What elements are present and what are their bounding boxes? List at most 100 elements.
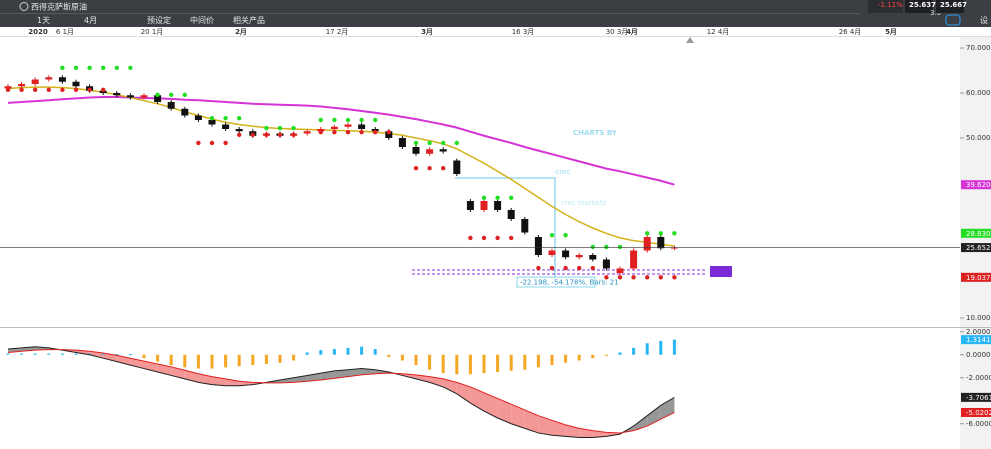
candle [630,250,638,269]
candle [466,201,474,210]
macd-fill [538,415,552,436]
date-label: 2月 [235,28,247,36]
indicator-dot [73,87,79,93]
histogram-bar [251,354,255,366]
indicator-dot [60,87,65,93]
indicator-dot [5,87,11,93]
histogram-bar [142,354,146,359]
macd-fill [524,409,539,433]
date-label: 17 2月 [326,28,349,36]
date-label: 3月 [421,28,433,36]
candle [344,124,352,127]
histogram-bar [550,354,554,366]
candle [521,219,529,233]
indicator-dot [604,244,609,250]
macd-fill [484,392,498,418]
histogram-bar [292,354,296,361]
date-label: 5月 [885,28,897,36]
toggle[interactable] [945,14,961,26]
toolbar-button[interactable]: 中间价 [190,15,214,25]
indicator-dot [672,231,677,236]
candle [303,131,311,134]
indicator-dot [237,132,242,138]
toolbar-button[interactable]: 预设定 [147,15,171,25]
indicator-dot [441,165,446,171]
watermark-logo: cmc [555,168,571,176]
indicator-dot [169,92,174,98]
indicator-dot [495,195,500,201]
indicator-dot [509,235,514,241]
price-badge-label: 39.6200 [966,181,991,189]
indicator-dot [101,87,106,93]
indicator-dot [223,140,228,146]
price-badge [961,335,991,345]
level-tag[interactable] [710,266,732,277]
histogram-bar [156,354,160,362]
sell-box[interactable] [905,0,933,13]
indicator-dot [60,65,65,71]
date-label: 20 1月 [141,28,164,36]
histogram-bar [523,354,527,370]
indicator-dot [631,275,636,280]
scroll-marker[interactable] [686,37,694,43]
histogram-bar [672,339,676,355]
date-label: 2020 [28,28,48,36]
histogram-bar [441,354,445,374]
histogram-bar [115,354,119,356]
indicator-dot [182,92,187,98]
indicator-dot [87,65,92,71]
histogram-bar [20,353,24,355]
histogram-bar [88,353,92,355]
histogram-bar [278,354,282,363]
indicator-dot [155,92,160,98]
candle [589,255,597,260]
histogram-bar [604,354,608,356]
histogram-bar [455,354,459,375]
date-label: 30 3月 [606,28,629,36]
histogram-bar [373,349,377,355]
y-tick-label: -6.0000 [966,420,991,428]
candle [72,81,80,87]
histogram-bar [482,354,486,374]
indicator-dot [237,116,242,121]
price-badge [961,243,991,253]
settings[interactable]: 设 [980,15,988,25]
indicator-dot [209,140,215,146]
histogram-bar [618,352,622,355]
histogram-bar [577,354,581,361]
interval-button[interactable]: 1天 [37,16,50,25]
y-tick-label: 10.0000 [966,314,991,322]
buy-box[interactable] [936,0,964,13]
indicator-dot [359,129,364,135]
indicator-dot [209,116,215,121]
indicator-dot [345,117,351,123]
histogram-bar [33,353,37,355]
indicator-dot [264,125,269,131]
candle [4,86,12,89]
toolbar-button[interactable]: 相关产品 [233,15,265,25]
indicator-dot [645,231,650,236]
y-tick-label: 70.0000 [966,44,991,52]
indicator-dot [318,117,323,123]
measure-box [516,276,596,288]
histogram-bar [264,354,268,364]
macd-fill [443,378,457,394]
price-badge-label: 25.6520 [966,244,991,252]
indicator-dot [359,117,364,123]
candle [154,95,162,102]
instrument-name[interactable]: 西得克萨斯原油 [31,2,87,12]
indicator-dot [590,244,595,250]
macd-fill [497,398,512,424]
buy-price[interactable]: 25.667 [940,1,967,9]
candle [657,237,665,249]
range-button[interactable]: 4月 [84,16,97,25]
sell-price[interactable]: 25.637 [909,1,936,9]
histogram-bar [346,347,350,355]
indicator-dot [413,140,419,146]
macd-fill [511,404,525,429]
y-tick-label: 60.0000 [966,89,991,97]
indicator-dot [345,129,351,135]
date-label: 4月 [626,28,638,36]
indicator-dot [468,235,473,241]
